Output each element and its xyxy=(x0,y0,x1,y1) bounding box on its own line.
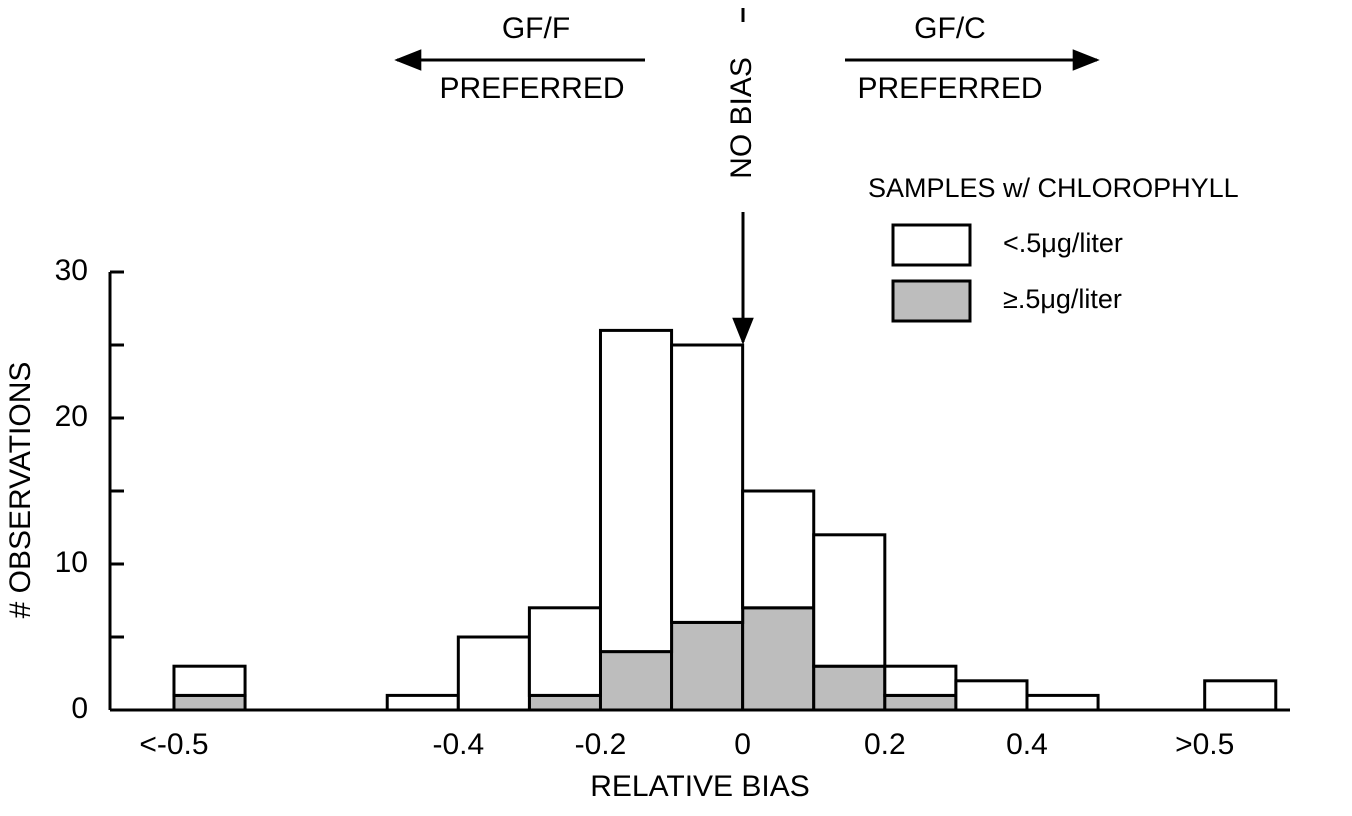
x-tick-label: 0 xyxy=(734,728,751,761)
x-tick-label: -0.2 xyxy=(575,728,627,761)
y-axis-title: # OBSERVATIONS xyxy=(4,362,37,619)
bar xyxy=(883,693,958,712)
bar xyxy=(456,635,531,712)
y-tick-label: 10 xyxy=(55,546,88,579)
x-tick-label: 0.2 xyxy=(864,728,906,761)
bar xyxy=(670,620,745,712)
bar xyxy=(527,693,602,712)
bar xyxy=(741,606,816,712)
legend-label: ≥.5μg/liter xyxy=(1003,284,1122,314)
bar xyxy=(385,693,460,712)
bar xyxy=(1025,693,1100,712)
annotation: PREFERRED xyxy=(857,72,1042,105)
x-tick-label: 0.4 xyxy=(1006,728,1048,761)
legend-swatch xyxy=(891,279,972,323)
bar xyxy=(812,533,887,668)
x-tick-label: <-0.5 xyxy=(139,728,208,761)
annotation: NO BIAS xyxy=(725,57,758,179)
bar xyxy=(598,328,674,654)
legend-label: <.5μg/liter xyxy=(1003,228,1123,258)
annotation: PREFERRED xyxy=(439,72,624,105)
annotation: GF/C xyxy=(914,12,986,45)
x-tick-label: -0.4 xyxy=(432,728,484,761)
bar xyxy=(812,664,887,712)
bar xyxy=(1203,679,1278,712)
legend-title: SAMPLES w/ CHLOROPHYLL xyxy=(868,173,1239,203)
bar xyxy=(172,693,247,712)
bar xyxy=(598,650,674,712)
y-tick-label: 0 xyxy=(71,692,88,725)
y-tick-label: 20 xyxy=(55,400,88,433)
x-tick-label: >0.5 xyxy=(1175,728,1234,761)
bar xyxy=(741,489,816,610)
bar xyxy=(670,343,745,624)
bar xyxy=(527,606,602,697)
annotation: GF/F xyxy=(502,12,570,45)
bar xyxy=(954,679,1029,712)
bar xyxy=(172,664,247,697)
y-tick-label: 30 xyxy=(55,254,88,287)
legend-swatch xyxy=(891,223,972,267)
x-axis-title: RELATIVE BIAS xyxy=(590,770,810,803)
bar xyxy=(883,664,958,697)
